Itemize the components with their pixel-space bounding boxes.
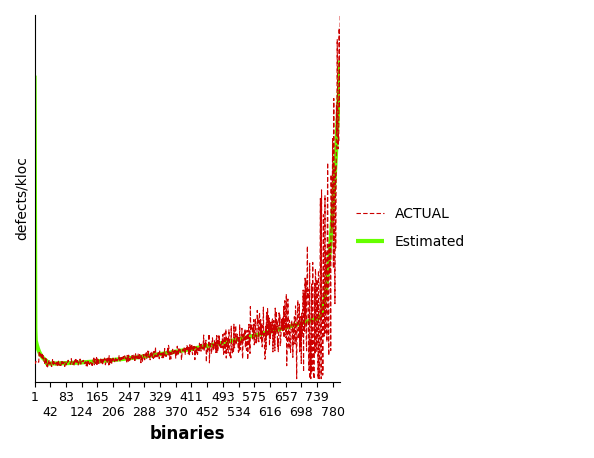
Estimated: [43, 361, 50, 366]
Line: ACTUAL: ACTUAL: [34, 0, 340, 379]
ACTUAL: [263, 314, 270, 319]
ACTUAL: [295, 336, 302, 342]
ACTUAL: [31, 359, 38, 365]
ACTUAL: [50, 362, 57, 367]
Estimated: [31, 73, 38, 78]
Estimated: [209, 342, 216, 348]
Line: Estimated: Estimated: [34, 60, 340, 364]
X-axis label: binaries: binaries: [150, 425, 225, 443]
Estimated: [295, 322, 302, 327]
ACTUAL: [217, 345, 224, 351]
Estimated: [50, 361, 57, 366]
ACTUAL: [293, 376, 300, 382]
Legend: ACTUAL, Estimated: ACTUAL, Estimated: [350, 201, 470, 254]
Estimated: [263, 330, 270, 335]
Estimated: [217, 340, 224, 346]
ACTUAL: [208, 338, 216, 343]
Estimated: [226, 338, 233, 344]
Y-axis label: defects/kloc: defects/kloc: [15, 157, 29, 240]
Estimated: [337, 58, 344, 63]
ACTUAL: [226, 337, 233, 343]
